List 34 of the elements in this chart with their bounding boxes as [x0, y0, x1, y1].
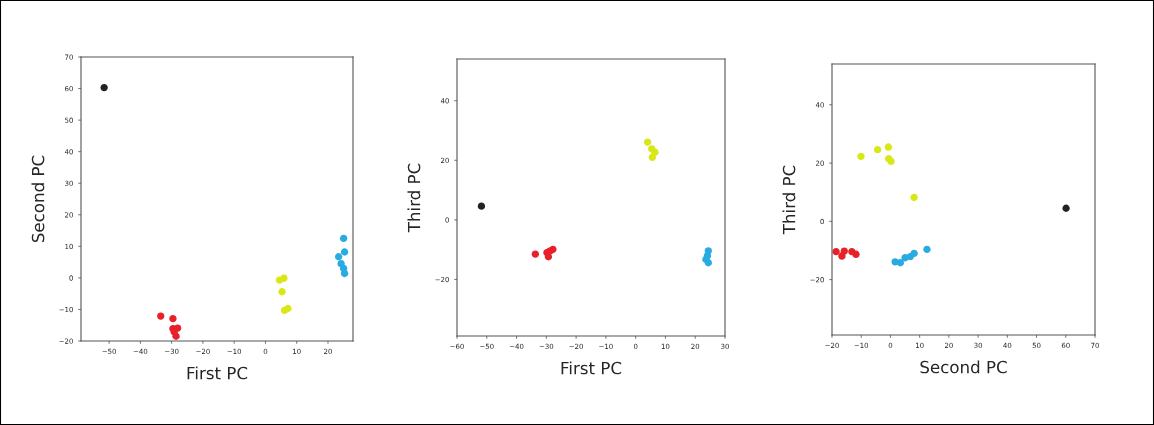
- x-axis-title: First PC: [561, 361, 622, 375]
- point: [852, 250, 860, 258]
- point: [169, 314, 177, 323]
- point: [703, 252, 712, 260]
- point: [832, 247, 840, 256]
- point: [857, 152, 865, 161]
- x-axis-title: Second PC: [920, 360, 1007, 374]
- point: [910, 249, 918, 258]
- point: [840, 247, 848, 255]
- point: [896, 259, 905, 267]
- point: [648, 153, 657, 161]
- point: [1062, 204, 1070, 212]
- point: [910, 193, 918, 202]
- point: [923, 245, 931, 253]
- y-axis-title: Third PC: [407, 163, 421, 233]
- point: [340, 269, 349, 278]
- point: [100, 83, 108, 92]
- y-axis-title: Second PC: [31, 155, 45, 243]
- point: [339, 234, 348, 243]
- point: [278, 288, 286, 296]
- point: [334, 253, 343, 261]
- point: [884, 143, 893, 151]
- point: [704, 259, 712, 267]
- point: [280, 274, 288, 282]
- point: [340, 248, 349, 256]
- point: [531, 250, 539, 258]
- point: [544, 253, 553, 261]
- point: [157, 312, 165, 320]
- y-axis-title: Third PC: [782, 165, 796, 235]
- x-axis-title: First PC: [187, 366, 248, 380]
- point: [643, 138, 652, 146]
- point: [284, 304, 292, 313]
- point: [477, 202, 486, 210]
- point: [873, 146, 882, 154]
